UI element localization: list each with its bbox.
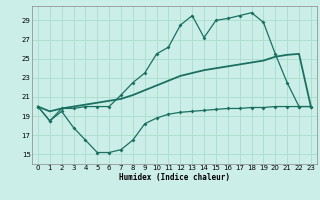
X-axis label: Humidex (Indice chaleur): Humidex (Indice chaleur) (119, 173, 230, 182)
